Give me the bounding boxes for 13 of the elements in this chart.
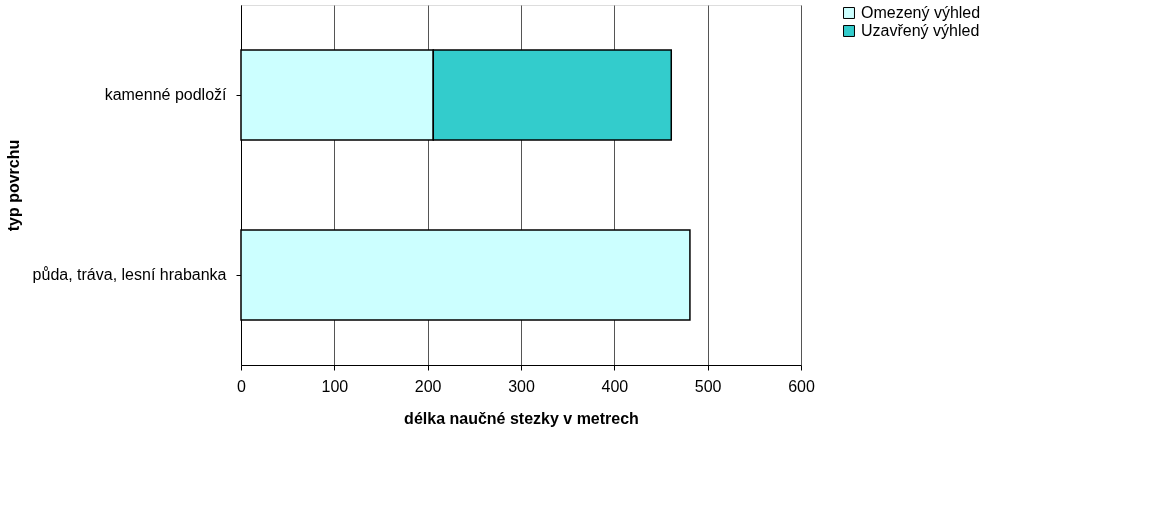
legend-label: Omezený výhled [861, 4, 981, 21]
x-tick-label: 600 [788, 377, 815, 395]
x-tick-label: 200 [414, 377, 442, 395]
x-axis-title: délka naučné stezky v metrech [404, 409, 639, 427]
x-tick-label: 100 [321, 377, 349, 395]
y-tick-label: kamenné podloží [104, 86, 228, 103]
x-tick-label: 0 [237, 377, 247, 395]
y-tick-label: půda, tráva, lesní hrabanka [32, 266, 227, 283]
x-tick-label: 400 [601, 377, 629, 395]
legend-label: Uzavřený výhled [861, 22, 980, 39]
x-tick-label: 500 [694, 377, 722, 395]
y-axis-title: typ povrchu [4, 139, 22, 232]
x-tick-label: 300 [508, 377, 535, 395]
